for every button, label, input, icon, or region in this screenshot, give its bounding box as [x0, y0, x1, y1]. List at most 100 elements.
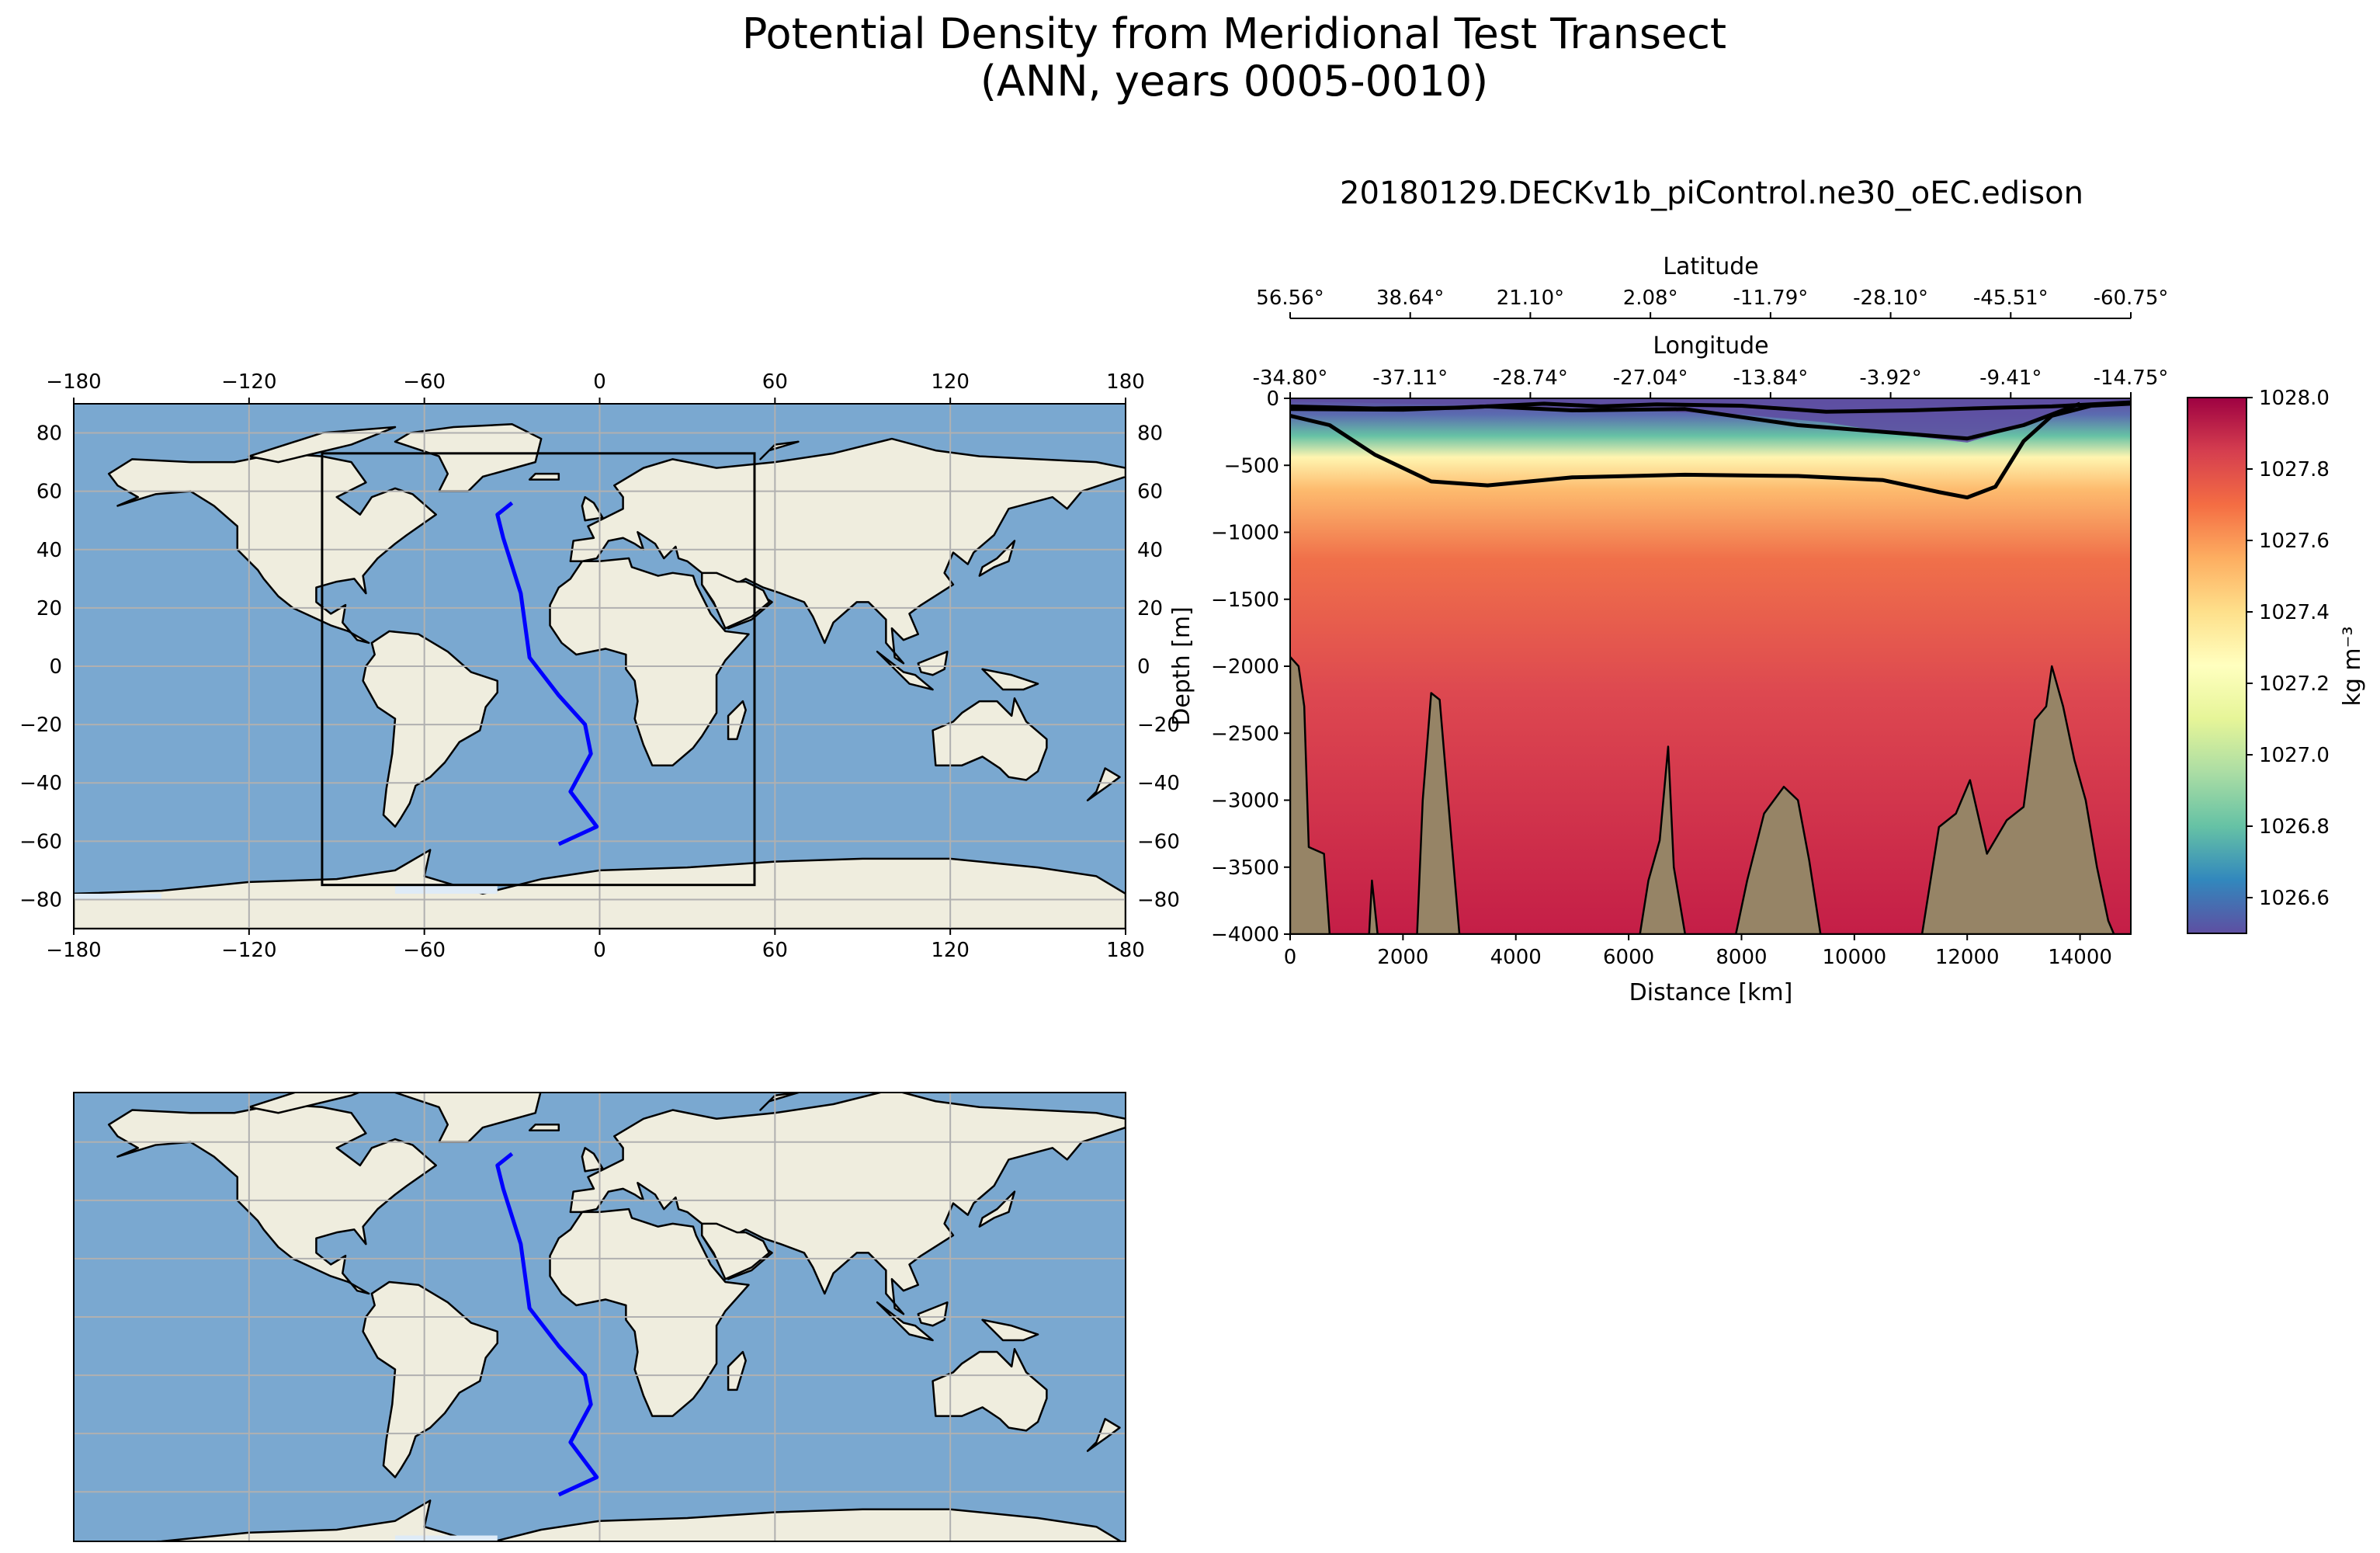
map1-lon-tick-bottom: 0 [593, 939, 606, 962]
colorbar-tick-label: 1028.0 [2259, 387, 2330, 410]
map1-lat-tick-right: 80 [1137, 422, 1163, 446]
map1-lat-tick-left: 20 [36, 597, 62, 620]
map1-land-12 [978, 540, 1016, 577]
map2-land-0 [107, 1103, 437, 1295]
section-title: 20180129.DECKv1b_piControl.ne30_oEC.edis… [1340, 175, 2083, 211]
map2-ice-shelf-1 [74, 1544, 161, 1551]
longitude-tick-label: -13.84° [1733, 367, 1808, 390]
colorbar-tick-label: 1027.0 [2259, 744, 2330, 767]
map2-gridlines [74, 1093, 1126, 1541]
latitude-tick-label: -11.79° [1733, 287, 1808, 310]
map1-land-3 [569, 437, 1126, 665]
colorbar: 1028.0 1027.8 1027.6 1027.4 1027.2 1027.0 1026… [2187, 387, 2366, 934]
map1-lon-tick-top: 60 [762, 370, 788, 394]
map2-land-2 [362, 1280, 499, 1478]
map1-lat-tick-left: 40 [36, 539, 62, 562]
map2-land-10 [981, 1318, 1039, 1342]
colorbar-tick-label: 1026.6 [2259, 887, 2330, 910]
latitude-tick-label: 38.64° [1376, 287, 1444, 310]
map2-land-1 [394, 1093, 542, 1144]
latitude-tick-label: 21.10° [1497, 287, 1564, 310]
colorbar-label: kg m⁻³ [2339, 626, 2366, 706]
map1-lat-tick-left: 60 [36, 481, 62, 504]
longitude-tick-label: -14.75° [2094, 367, 2169, 390]
map1-lat-tick-right: 60 [1137, 481, 1163, 504]
map2-land-8 [876, 1301, 934, 1342]
map1-transect-line [495, 501, 599, 846]
map1-lon-tick-top: −60 [403, 370, 446, 394]
map2-land-14 [1086, 1418, 1121, 1452]
colorbar-gradient [2187, 397, 2247, 934]
map1-lon-tick-top: 120 [931, 370, 970, 394]
section-ylabel: Depth [m] [1168, 606, 1195, 726]
y-tick-label: −1500 [1211, 589, 1279, 612]
latitude-tick-label: -45.51° [1973, 287, 2049, 310]
colorbar-ticks: 1028.0 1027.8 1027.6 1027.4 1027.2 1027.0 1026… [2246, 387, 2330, 910]
map2-land-15 [528, 1124, 560, 1132]
colorbar-tick-label: 1027.6 [2259, 530, 2330, 553]
y-tick-label: −2000 [1211, 655, 1279, 679]
y-tick-label: −3500 [1211, 856, 1279, 880]
map2-land-11 [727, 1350, 747, 1391]
x-tick-label: 12000 [1935, 946, 2000, 969]
map1-lon-tick-top: 0 [593, 370, 606, 394]
map2-landmasses [74, 1093, 1126, 1551]
latitude-tick-label: 56.56° [1256, 287, 1324, 310]
map1-lat-tick-left: −20 [19, 714, 62, 737]
map1-region-box [321, 452, 756, 887]
longitude-tick-label: -37.11° [1372, 367, 1448, 390]
map1-lat-tick-right: −40 [1137, 772, 1180, 795]
map1-lon-tick-top: 180 [1106, 370, 1145, 394]
map2-land-12 [978, 1190, 1016, 1228]
density-contour-middle [1290, 401, 2081, 441]
map1-lat-tick-right: 40 [1137, 539, 1163, 562]
x-tick-label: 2000 [1377, 946, 1428, 969]
section-ticks: 0 2000 4000 6000 8000 10000 12000 14000 0 −500 −10… [1211, 387, 2112, 969]
x-tick-label: 8000 [1716, 946, 1767, 969]
map2-transect-line [495, 1152, 599, 1497]
map1-lat-tick-left: 0 [49, 655, 62, 679]
longitude-axis-label: Longitude [1653, 332, 1768, 360]
latitude-axis: 56.56° 38.64° 21.10° 2.08° -11.79° -28.10° -45… [1256, 287, 2169, 319]
map1-lon-tick-top: −120 [221, 370, 276, 394]
map1-lon-tick-bottom: −120 [221, 939, 276, 962]
map1-land-0 [107, 452, 437, 644]
x-tick-label: 6000 [1603, 946, 1654, 969]
map1-lon-tick-bottom: −180 [46, 939, 101, 962]
map1-lon-tick-bottom: −60 [403, 939, 446, 962]
map1-lat-tick-right: 20 [1137, 597, 1163, 620]
x-tick-label: 10000 [1822, 946, 1886, 969]
map1-land-14 [1086, 767, 1121, 802]
section-xlabel: Distance [km] [1629, 979, 1793, 1006]
map-panel-top: −180 −180 −120 −120 −60 −60 0 0 60 60 120 120 180 180… [19, 370, 1180, 962]
x-tick-label: 4000 [1490, 946, 1542, 969]
colorbar-tick-label: 1027.4 [2259, 601, 2330, 624]
map1-land-17 [759, 440, 800, 460]
map1-lat-tick-right: −80 [1137, 888, 1180, 912]
map1-lat-tick-left: −40 [19, 772, 62, 795]
latitude-tick-label: 2.08° [1623, 287, 1678, 310]
latitude-tick-label: -60.75° [2094, 287, 2169, 310]
map1-land-11 [727, 700, 747, 741]
map1-land-16 [248, 426, 397, 464]
map1-land-8 [876, 650, 934, 691]
y-tick-label: −3000 [1211, 790, 1279, 813]
map1-lat-tick-left: −60 [19, 830, 62, 853]
map2-land-9 [917, 1301, 949, 1327]
longitude-tick-label: -3.92° [1859, 367, 1921, 390]
map1-lon-tick-top: −180 [46, 370, 101, 394]
map1-land-10 [981, 668, 1039, 691]
density-contour-lower [1290, 401, 2131, 500]
figure-title-line2: (ANN, years 0005-0010) [980, 57, 1488, 106]
seafloor-bathymetry [1290, 655, 2131, 934]
longitude-tick-label: -27.04° [1613, 367, 1688, 390]
section-panel: 20180129.DECKv1b_piControl.ne30_oEC.edis… [1168, 175, 2168, 1006]
map1-gridlines [74, 404, 1126, 929]
map1-lon-tick-bottom: 180 [1106, 939, 1145, 962]
map2-ice-shelf-0 [395, 1535, 498, 1541]
colorbar-tick-label: 1027.2 [2259, 672, 2330, 696]
longitude-tick-label: -9.41° [1979, 367, 2042, 390]
map2-land-6 [932, 1348, 1048, 1432]
y-tick-label: −4000 [1211, 923, 1279, 947]
